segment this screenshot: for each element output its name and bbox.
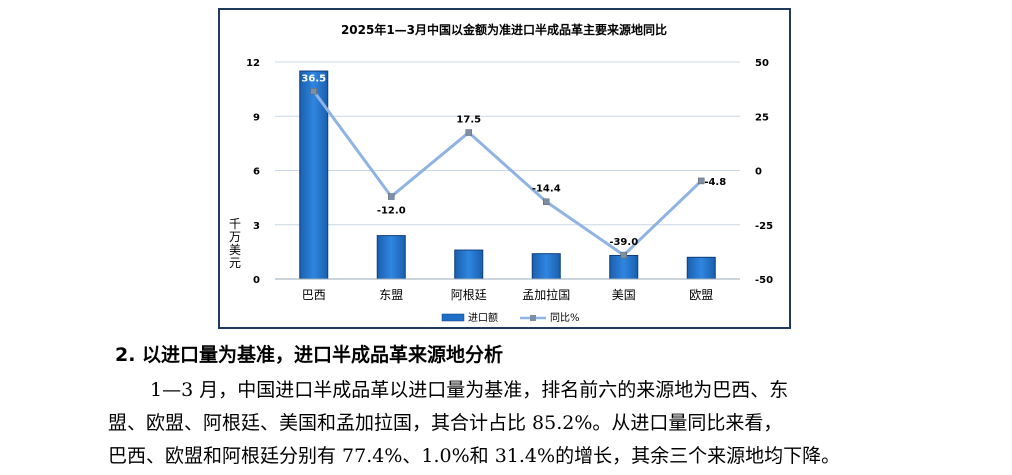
paragraph-line: 1—3 月，中国进口半成品革以进口量为基准，排名前六的来源地为巴西、东 (150, 379, 789, 401)
y-tick-label: 0 (253, 275, 260, 286)
y-tick-label: 12 (246, 58, 260, 69)
y-axis-label-char: 千 (229, 217, 241, 231)
y2-tick-label: -25 (755, 221, 773, 232)
bar-阿根廷 (454, 249, 484, 280)
yoy-point (698, 177, 705, 185)
y2-tick-label: 0 (755, 167, 762, 178)
legend-label-line: 同比% (550, 312, 580, 324)
legend-label-bar: 进口额 (468, 311, 498, 324)
y2-tick-label: -50 (755, 275, 773, 286)
chart-frame: 2025年1—3月中国以金额为准进口半成品革主要来源地同比 0 3 6 9 12 -50 -2… (218, 8, 791, 329)
bar-美国 (609, 254, 639, 280)
yoy-point (310, 88, 317, 95)
legend-swatch-bar (441, 313, 465, 322)
paragraph-line: 盟、欧盟、阿根廷、美国和孟加拉国，其合计占比 85.2%。从进口量同比来看， (108, 412, 783, 434)
bar-孟加拉国 (531, 253, 561, 280)
yoy-point (543, 198, 550, 205)
yoy-data-label: -39.0 (609, 237, 638, 248)
yoy-data-label: 17.5 (456, 115, 481, 126)
section-heading: 2. 以进口量为基准，进口半成品革来源地分析 (115, 344, 504, 366)
yoy-data-label: 36.5 (301, 73, 326, 84)
y-axis-label-char: 万 (229, 230, 241, 244)
section-paragraph: 1—3 月，中国进口半成品革以进口量为基准，排名前六的来源地为巴西、东 盟、欧盟… (108, 374, 908, 473)
yoy-data-label: -14.4 (532, 184, 561, 195)
chart-title: 2025年1—3月中国以金额为准进口半成品革主要来源地同比 (341, 22, 667, 37)
legend-marker-line (530, 315, 536, 321)
y-axis-label-char: 元 (229, 256, 241, 270)
yoy-line (312, 90, 703, 258)
x-tick-label: 阿根廷 (451, 288, 487, 302)
x-tick-label: 美国 (612, 288, 636, 302)
x-tick-label: 孟加拉国 (522, 287, 570, 302)
yoy-data-label: -4.8 (704, 177, 726, 188)
y-tick-label: 9 (253, 112, 260, 123)
y-tick-label: 3 (253, 221, 260, 232)
chart: 2025年1—3月中国以金额为准进口半成品革主要来源地同比 0 3 6 9 12 -50 -2… (229, 22, 773, 324)
yoy-point (388, 193, 395, 200)
y2-tick-label: 25 (755, 112, 769, 123)
yoy-point (620, 251, 627, 259)
x-tick-label: 东盟 (379, 288, 403, 302)
bar-欧盟 (686, 256, 716, 280)
paragraph-line: 巴西、欧盟和阿根廷分别有 77.4%、1.0%和 31.4%的增长，其余三个来源… (108, 445, 841, 467)
yoy-data-label: -12.0 (377, 206, 406, 217)
y-tick-label: 6 (253, 167, 260, 178)
yoy-point (465, 129, 472, 136)
x-tick-label: 巴西 (302, 288, 326, 302)
y-axis-label-char: 美 (229, 243, 241, 257)
y2-tick-label: 50 (755, 58, 769, 69)
x-tick-label: 欧盟 (689, 288, 713, 302)
bar-东盟 (376, 235, 406, 280)
